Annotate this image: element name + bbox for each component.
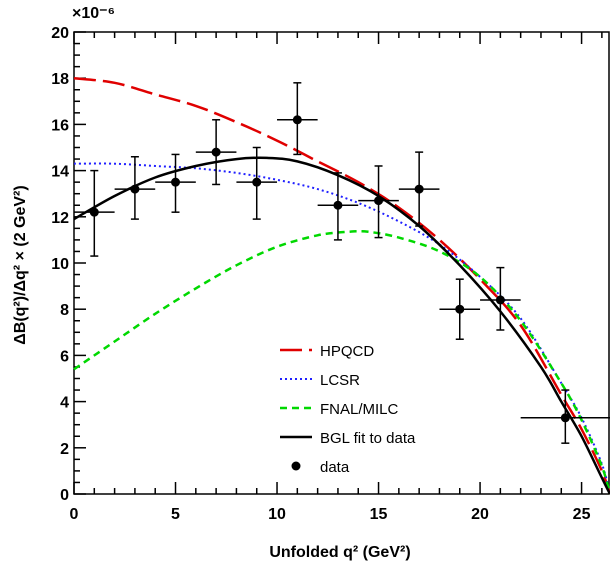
y-tick-label: 14 xyxy=(51,164,69,181)
data-marker xyxy=(130,184,140,194)
data-point xyxy=(398,151,440,227)
plot-frame xyxy=(73,31,610,495)
x-tick-label: 0 xyxy=(70,506,79,523)
y-tick-label: 8 xyxy=(60,302,69,319)
data-point xyxy=(74,169,115,257)
data-point xyxy=(520,389,610,444)
legend-label: LCSR xyxy=(320,372,360,389)
data-marker xyxy=(455,304,465,314)
data-marker xyxy=(333,200,343,210)
legend-marker xyxy=(291,461,301,471)
data-points xyxy=(74,82,610,444)
data-point xyxy=(439,278,481,340)
y-tick-label: 16 xyxy=(51,117,69,134)
curve-hpqcd xyxy=(73,76,610,495)
data-marker xyxy=(495,295,505,305)
legend-label: data xyxy=(320,459,350,476)
x-tick-label: 5 xyxy=(171,506,180,523)
x-tick-label: 15 xyxy=(370,506,388,523)
data-marker xyxy=(211,147,221,157)
y-tick-label: 6 xyxy=(60,348,69,365)
data-point xyxy=(114,155,156,220)
x-tick-label: 25 xyxy=(573,506,591,523)
y-axis-exponent: ×10⁻⁶ xyxy=(72,5,115,22)
x-axis-title: Unfolded q² (GeV²) xyxy=(269,544,410,561)
data-point xyxy=(277,82,318,156)
x-tick-label: 10 xyxy=(268,506,286,523)
y-tick-label: 4 xyxy=(60,395,69,412)
y-tick-label: 12 xyxy=(51,210,69,227)
data-marker xyxy=(171,177,181,187)
data-point xyxy=(195,119,237,186)
y-tick-label: 18 xyxy=(51,71,69,88)
data-point xyxy=(155,153,196,213)
y-axis-title: ΔB(q²)/Δq² × (2 GeV²) xyxy=(12,185,29,344)
legend: HPQCD LCSR FNAL/MILC BGL fit to data data xyxy=(280,343,416,476)
data-point xyxy=(480,266,521,331)
y-tick-label: 0 xyxy=(60,487,69,504)
legend-label: HPQCD xyxy=(320,343,374,360)
legend-label: BGL fit to data xyxy=(320,430,416,447)
data-marker xyxy=(292,115,302,125)
y-tick-label: 2 xyxy=(60,441,69,458)
data-point xyxy=(236,146,278,220)
y-tick-label: 10 xyxy=(51,256,69,273)
data-marker xyxy=(252,177,262,187)
data-point xyxy=(358,165,399,239)
legend-label: FNAL/MILC xyxy=(320,401,399,418)
data-point xyxy=(317,172,359,241)
data-marker xyxy=(374,196,384,206)
curve-fnal-milc xyxy=(73,229,610,495)
y-tick-label: 20 xyxy=(51,25,69,42)
data-marker xyxy=(89,207,99,217)
x-tick-label: 20 xyxy=(471,506,489,523)
data-marker xyxy=(560,413,570,423)
data-marker xyxy=(414,184,424,194)
